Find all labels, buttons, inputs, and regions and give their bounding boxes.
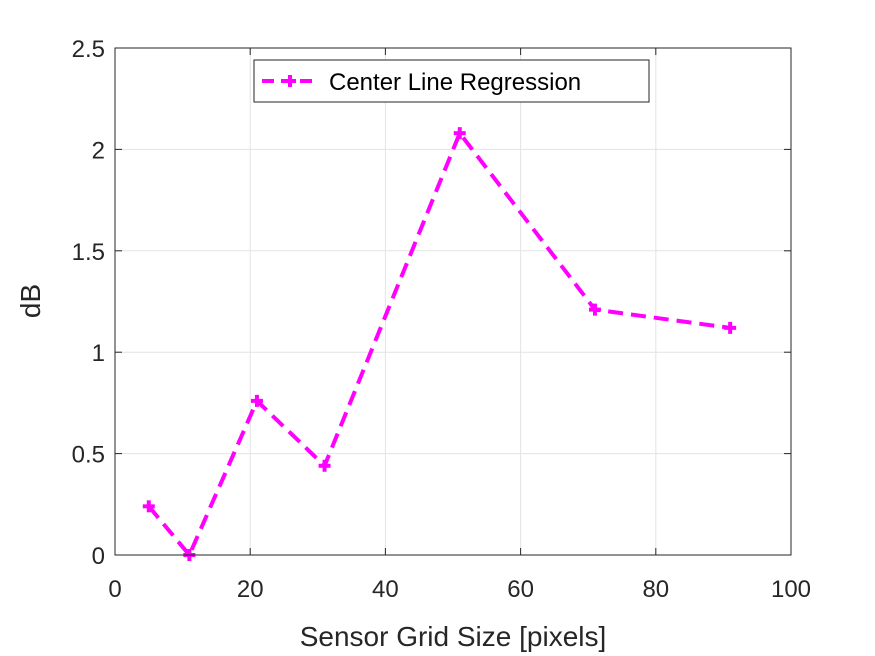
data-point-marker bbox=[250, 394, 263, 407]
x-tick-label: 0 bbox=[108, 576, 121, 603]
legend-label: Center Line Regression bbox=[329, 69, 581, 96]
legend-plus-marker bbox=[284, 75, 296, 87]
y-tick-label: 1.5 bbox=[72, 239, 105, 266]
x-tick-label: 80 bbox=[642, 576, 669, 603]
x-tick-label: 60 bbox=[507, 576, 534, 603]
y-tick-label: 2 bbox=[92, 137, 105, 164]
x-tick-label: 40 bbox=[372, 576, 399, 603]
data-point-marker bbox=[588, 303, 601, 316]
legend-box bbox=[253, 59, 650, 103]
data-point-marker bbox=[142, 500, 155, 513]
x-axis-label: Sensor Grid Size [pixels] bbox=[300, 621, 607, 652]
data-point-marker bbox=[453, 127, 466, 140]
series-layer bbox=[142, 127, 737, 561]
y-tick-label: 0.5 bbox=[72, 442, 105, 469]
y-axis-label: dB bbox=[15, 284, 46, 318]
y-tick-label: 0 bbox=[92, 543, 105, 570]
x-tick-label: 20 bbox=[237, 576, 264, 603]
data-point-marker bbox=[318, 459, 331, 472]
x-tick-label: 100 bbox=[771, 576, 811, 603]
grid-lines bbox=[114, 47, 792, 556]
plot-area-frame bbox=[114, 47, 792, 556]
axis-ticks bbox=[114, 47, 792, 556]
y-tick-label: 1 bbox=[92, 340, 105, 367]
legend: Center Line Regression bbox=[253, 59, 650, 103]
y-tick-label: 2.5 bbox=[72, 36, 105, 63]
data-point-marker bbox=[724, 321, 737, 334]
tick-labels: 0 20 40 60 80 100 0 0.5 1 1.5 2 2.5 bbox=[72, 36, 811, 603]
